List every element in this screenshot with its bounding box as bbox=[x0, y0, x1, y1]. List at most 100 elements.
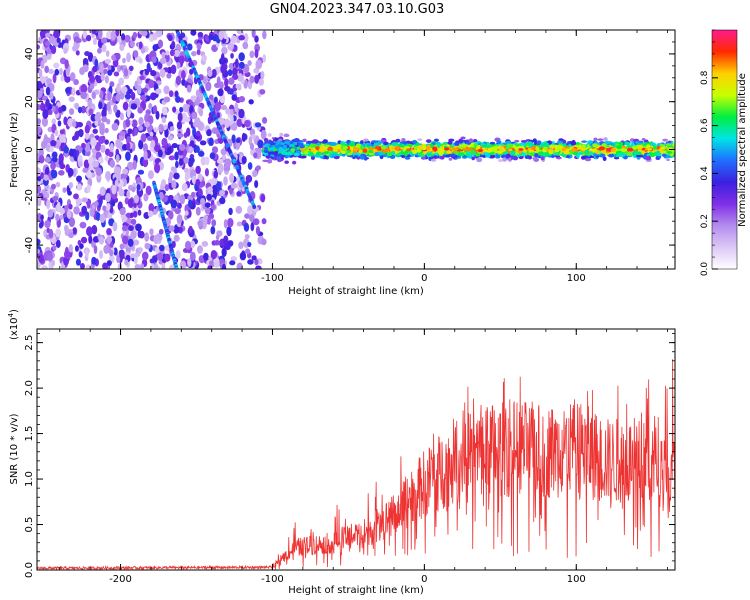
tone-cell bbox=[641, 138, 646, 141]
tone-cell bbox=[355, 143, 361, 148]
noise-cell bbox=[255, 165, 261, 171]
noise-cell bbox=[224, 77, 229, 88]
noise-cell bbox=[167, 194, 174, 201]
noise-cell bbox=[179, 260, 187, 269]
noise-cell bbox=[111, 184, 117, 195]
noise-cell bbox=[52, 73, 57, 84]
noise-cell bbox=[81, 206, 87, 215]
noise-cell bbox=[146, 135, 154, 142]
noise-cell bbox=[37, 90, 43, 99]
noise-cell bbox=[161, 179, 167, 187]
tone-cell bbox=[649, 152, 655, 157]
tone-cell bbox=[536, 140, 542, 145]
noise-cell bbox=[107, 64, 112, 71]
noise-cell bbox=[178, 143, 186, 151]
tone-cell bbox=[536, 149, 541, 152]
noise-cell bbox=[89, 207, 95, 217]
noise-cell bbox=[46, 199, 51, 210]
noise-cell bbox=[220, 53, 225, 63]
noise-cell bbox=[183, 157, 189, 164]
noise-cell bbox=[37, 126, 42, 134]
noise-cell bbox=[110, 200, 116, 207]
noise-cell bbox=[127, 128, 133, 135]
noise-cell bbox=[71, 87, 76, 96]
tone-cell bbox=[624, 141, 631, 146]
noise-cell bbox=[150, 139, 156, 148]
tone-cell bbox=[631, 145, 639, 150]
noise-cell bbox=[104, 127, 109, 134]
noise-cell bbox=[48, 109, 53, 116]
tone-cell bbox=[558, 142, 563, 146]
noise-cell bbox=[204, 207, 211, 215]
noise-cell bbox=[231, 122, 238, 131]
noise-cell bbox=[171, 40, 176, 49]
noise-cell bbox=[84, 124, 90, 134]
noise-cell bbox=[67, 167, 74, 177]
tone-cell bbox=[666, 150, 672, 154]
noise-cell bbox=[207, 265, 213, 269]
tone-cell bbox=[518, 148, 524, 151]
tone-cell bbox=[280, 142, 285, 145]
tone-cell bbox=[425, 144, 432, 150]
noise-cell bbox=[248, 99, 254, 105]
noise-cell bbox=[52, 195, 59, 201]
noise-cell bbox=[197, 220, 203, 227]
noise-cell bbox=[201, 240, 209, 247]
noise-cell bbox=[81, 197, 89, 203]
tone-cell bbox=[502, 157, 507, 162]
noise-cell bbox=[223, 176, 228, 186]
tone-cell bbox=[309, 152, 314, 156]
noise-cell bbox=[39, 30, 45, 38]
noise-cell bbox=[134, 194, 140, 204]
noise-cell bbox=[94, 58, 99, 68]
noise-cell bbox=[75, 50, 80, 56]
tone-cell bbox=[448, 157, 453, 161]
noise-cell bbox=[194, 145, 200, 153]
noise-cell bbox=[223, 235, 229, 245]
noise-cell bbox=[218, 117, 225, 126]
noise-cell bbox=[38, 254, 45, 264]
tone-cell bbox=[656, 143, 661, 147]
noise-cell bbox=[235, 140, 241, 150]
noise-cell bbox=[130, 103, 138, 110]
noise-cell bbox=[102, 205, 107, 212]
noise-cell bbox=[76, 175, 83, 183]
tone-cell bbox=[432, 146, 438, 152]
noise-cell bbox=[153, 234, 159, 245]
noise-cell bbox=[43, 134, 48, 143]
noise-cell bbox=[79, 221, 87, 229]
tone-cell bbox=[346, 152, 353, 156]
tone-cell bbox=[617, 152, 623, 158]
tone-cell bbox=[477, 148, 484, 153]
noise-cell bbox=[126, 88, 133, 95]
tone-cell bbox=[485, 145, 491, 148]
noise-cell bbox=[161, 262, 166, 269]
noise-cell bbox=[178, 158, 184, 166]
noise-cell bbox=[163, 85, 170, 95]
noise-cell bbox=[215, 234, 220, 241]
noise-cell bbox=[252, 170, 258, 177]
tone-cell bbox=[299, 144, 305, 148]
noise-cell bbox=[184, 240, 192, 250]
noise-cell bbox=[37, 80, 43, 91]
noise-cell bbox=[44, 220, 51, 229]
noise-cell bbox=[90, 137, 97, 147]
tone-cell bbox=[302, 138, 307, 143]
chirp-cell bbox=[252, 204, 257, 210]
noise-cell bbox=[155, 30, 163, 38]
noise-cell bbox=[186, 84, 192, 93]
spectrogram-xlabel: Height of straight line (km) bbox=[288, 286, 424, 297]
noise-cell bbox=[257, 139, 264, 149]
noise-cell bbox=[159, 57, 167, 65]
noise-cell bbox=[112, 221, 118, 232]
noise-cell bbox=[170, 166, 176, 172]
tone-cell bbox=[507, 143, 514, 148]
noise-cell bbox=[249, 75, 255, 84]
noise-cell bbox=[179, 194, 186, 205]
tone-cell bbox=[290, 148, 296, 152]
noise-cell bbox=[249, 50, 255, 59]
noise-cell bbox=[53, 30, 61, 39]
noise-cell bbox=[99, 213, 106, 223]
noise-cell bbox=[37, 175, 42, 182]
